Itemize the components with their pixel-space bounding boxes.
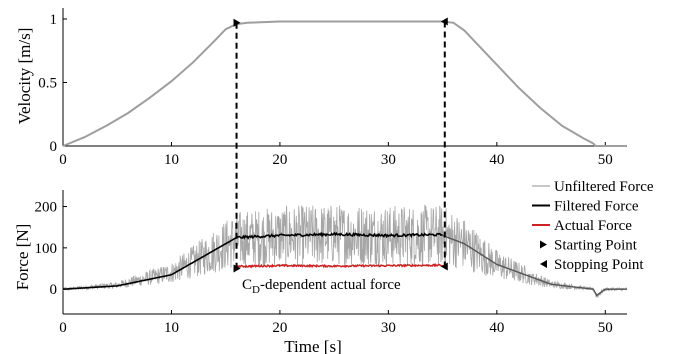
start-marker-force xyxy=(233,264,241,273)
cd-annotation-main: C xyxy=(242,277,252,293)
velocity-y-ticks: 00.51 xyxy=(38,12,67,155)
velocity-x-tick-label: 50 xyxy=(598,152,613,168)
velocity-x-tick-label: 0 xyxy=(59,152,67,168)
legend-swatch-starting-point xyxy=(540,240,547,249)
velocity-y-tick-label: 0 xyxy=(50,139,58,155)
legend-label: Actual Force xyxy=(554,218,632,234)
force-y-tick-label: 200 xyxy=(35,200,58,216)
velocity-x-tick-label: 20 xyxy=(272,152,287,168)
force-x-tick-label: 50 xyxy=(598,320,613,336)
cd-annotation: CD-dependent actual force xyxy=(242,277,401,296)
start-stop-connectors xyxy=(233,17,448,273)
legend: Unfiltered Force Filtered Force Actual For… xyxy=(528,174,684,274)
stop-marker-force xyxy=(440,262,448,271)
velocity-x-tick-label: 30 xyxy=(381,152,396,168)
legend-label: Starting Point xyxy=(554,238,638,254)
velocity-x-tick-label: 10 xyxy=(164,152,179,168)
legend-label: Unfiltered Force xyxy=(554,179,654,195)
velocity-y-tick-label: 0.5 xyxy=(38,76,57,92)
actual-force-line xyxy=(235,262,443,269)
force-x-axis-label: Time [s] xyxy=(284,337,341,354)
force-y-ticks: 0 100 200 xyxy=(35,200,67,298)
velocity-y-tick-label: 1 xyxy=(50,12,58,28)
cd-annotation-rest: -dependent actual force xyxy=(260,277,401,293)
velocity-line xyxy=(62,20,627,147)
force-x-tick-label: 40 xyxy=(489,320,504,336)
force-y-tick-label: 0 xyxy=(50,282,58,298)
force-x-tick-label: 10 xyxy=(164,320,179,336)
velocity-x-ticks: 0 10 20 30 40 50 xyxy=(59,142,613,168)
force-x-tick-label: 0 xyxy=(59,320,67,336)
filtered-force-tail xyxy=(442,234,627,297)
velocity-y-axis-label: Velocity [m/s] xyxy=(15,28,34,125)
start-marker-velocity xyxy=(233,18,241,27)
velocity-x-tick-label: 40 xyxy=(489,152,504,168)
force-x-tick-label: 20 xyxy=(272,320,287,336)
legend-background xyxy=(528,174,684,274)
force-x-ticks: 0 10 20 30 40 50 xyxy=(59,310,613,336)
velocity-plot: 0 10 20 30 40 50 00.51 Velocity [m/s] xyxy=(15,8,627,168)
force-x-tick-label: 30 xyxy=(381,320,396,336)
legend-label: Stopping Point xyxy=(554,257,644,273)
legend-label: Filtered Force xyxy=(554,199,639,215)
force-plot: 0 10 20 30 40 50 0 100 200 Force [N] Time [s] C… xyxy=(13,190,627,354)
force-y-axis-label: Force [N] xyxy=(13,224,32,291)
force-y-tick-label: 100 xyxy=(35,241,58,257)
legend-swatch-stopping-point xyxy=(540,260,547,268)
stop-marker-velocity xyxy=(440,17,448,26)
cd-annotation-sub: D xyxy=(252,284,260,296)
velocity-series xyxy=(62,20,627,147)
filtered-force-line xyxy=(62,231,443,290)
